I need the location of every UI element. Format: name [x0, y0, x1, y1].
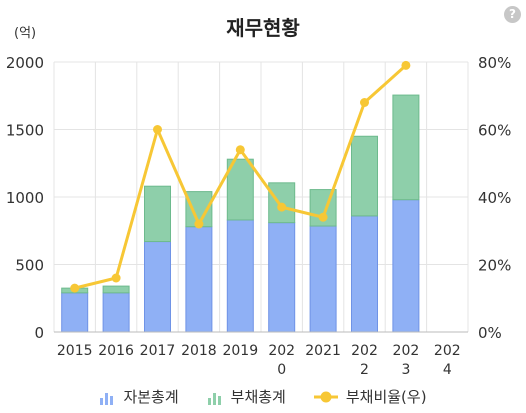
debt-ratio-point: [277, 202, 287, 212]
bar-liabilities: [351, 135, 378, 217]
x-tick-label: 2018: [181, 343, 217, 359]
bar-liabilities: [102, 285, 130, 294]
x-tick-label: 2015: [57, 343, 93, 359]
debt-ratio-point: [360, 98, 369, 107]
debt-ratio-point: [153, 125, 162, 134]
x-tick-label: 2021: [305, 343, 341, 359]
bar-equity: [61, 292, 89, 333]
x-tick-label: 202: [393, 343, 420, 359]
bar-equity: [309, 225, 337, 333]
y-right-tick-label: 60%: [478, 122, 511, 140]
debt-ratio-point: [194, 219, 204, 229]
y-left-tick-label: 2000: [6, 54, 44, 72]
bar-chart-icon: [207, 392, 221, 405]
bar-chart-icon: [100, 392, 114, 405]
x-tick-label: 2019: [222, 343, 258, 359]
bar-equity: [268, 222, 296, 333]
y-right-tick-label: 40%: [478, 189, 511, 207]
legend-label-equity: 자본총계: [123, 388, 179, 406]
bar-equity: [102, 292, 130, 333]
x-tick-label: 202: [434, 343, 461, 359]
x-tick-label: 2: [360, 362, 369, 378]
y-left-tick-label: 1500: [6, 122, 44, 140]
bar-equity: [185, 226, 213, 333]
x-tick-label: 202: [351, 343, 378, 359]
debt-ratio-point: [111, 273, 121, 283]
x-tick-label: 3: [401, 362, 410, 378]
x-tick-label: 2016: [98, 343, 134, 359]
x-tick-label: 4: [443, 362, 452, 378]
legend-item-debt-ratio[interactable]: 부채비율(우): [313, 386, 427, 407]
y-left-tick-label: 1000: [6, 189, 44, 207]
y-left-tick-label: 0: [34, 324, 44, 342]
y-left-tick-label: 500: [15, 257, 44, 275]
bar-liabilities: [144, 185, 171, 243]
x-tick-label: 202: [268, 343, 295, 359]
legend-item-equity[interactable]: 자본총계: [99, 386, 179, 407]
legend-item-liabilities[interactable]: 부채총계: [207, 386, 286, 407]
chart-legend: 자본총계 부채총계 부채비율(우): [0, 386, 526, 407]
bar-equity: [351, 215, 378, 333]
debt-ratio-point: [318, 212, 328, 222]
debt-ratio-point: [235, 145, 245, 155]
help-icon[interactable]: ?: [504, 6, 521, 23]
bar-equity: [392, 199, 420, 333]
line-marker-icon: [313, 391, 338, 402]
legend-label-debt-ratio: 부채비율(우): [345, 388, 427, 406]
y-right-tick-label: 0%: [478, 324, 502, 342]
x-tick-label: 2017: [140, 343, 176, 359]
debt-ratio-point: [401, 60, 411, 70]
debt-ratio-point: [70, 283, 80, 293]
bar-liabilities: [392, 94, 420, 201]
chart-title: 재무현황: [226, 16, 300, 40]
x-tick-label: 0: [277, 362, 286, 378]
legend-label-liabilities: 부채총계: [230, 388, 286, 406]
bar-liabilities: [226, 158, 254, 221]
left-axis-unit: (억): [14, 26, 37, 41]
y-right-tick-label: 80%: [478, 54, 511, 72]
bar-equity: [144, 241, 171, 333]
y-right-tick-label: 20%: [478, 257, 511, 275]
bar-equity: [226, 219, 254, 333]
